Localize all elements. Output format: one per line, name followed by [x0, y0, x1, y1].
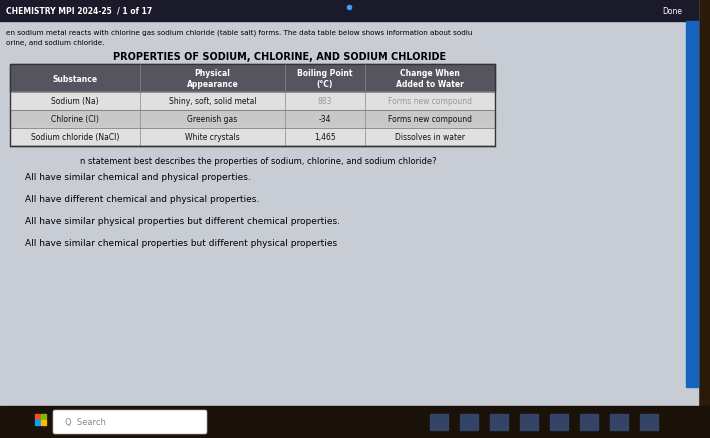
Bar — [41, 414, 46, 419]
Text: Forms new compound: Forms new compound — [388, 97, 472, 106]
Text: Shiny, soft, solid metal: Shiny, soft, solid metal — [169, 97, 256, 106]
Text: Change When
Added to Water: Change When Added to Water — [396, 69, 464, 88]
Text: Dissolves in water: Dissolves in water — [395, 133, 465, 142]
Bar — [35, 414, 40, 419]
Text: Physical
Appearance: Physical Appearance — [187, 69, 239, 88]
Text: Sodium chloride (NaCl): Sodium chloride (NaCl) — [31, 133, 119, 142]
FancyBboxPatch shape — [53, 410, 207, 434]
Bar — [490, 414, 508, 430]
Bar — [430, 414, 448, 430]
Text: All have similar chemical properties but different physical properties: All have similar chemical properties but… — [25, 238, 337, 247]
Text: All have similar chemical and physical properties.: All have similar chemical and physical p… — [25, 173, 251, 182]
Bar — [10, 93, 495, 111]
Text: All have similar physical properties but different chemical properties.: All have similar physical properties but… — [25, 216, 340, 226]
Bar — [0, 406, 710, 438]
Text: n statement best describes the properties of sodium, chlorine, and sodium chlori: n statement best describes the propertie… — [80, 157, 437, 166]
Bar — [520, 414, 538, 430]
Bar — [580, 414, 598, 430]
Bar — [460, 414, 478, 430]
Text: Sodium (Na): Sodium (Na) — [51, 97, 99, 106]
Bar — [10, 111, 495, 129]
Bar — [550, 414, 568, 430]
Bar — [610, 414, 628, 430]
Bar — [10, 65, 495, 147]
Text: Boiling Point
(°C): Boiling Point (°C) — [297, 69, 353, 88]
Bar — [35, 420, 40, 425]
Text: Done: Done — [662, 7, 682, 15]
Text: Greenish gas: Greenish gas — [187, 115, 238, 124]
Text: Q  Search: Q Search — [65, 417, 106, 427]
Bar — [640, 414, 658, 430]
Text: Chlorine (Cl): Chlorine (Cl) — [51, 115, 99, 124]
Text: White crystals: White crystals — [185, 133, 240, 142]
Text: PROPERTIES OF SODIUM, CHLORINE, AND SODIUM CHLORIDE: PROPERTIES OF SODIUM, CHLORINE, AND SODI… — [114, 52, 447, 62]
Text: orine, and sodium chloride.: orine, and sodium chloride. — [6, 40, 104, 46]
Bar — [686, 22, 698, 387]
Text: en sodium metal reacts with chlorine gas sodium chloride (table salt) forms. The: en sodium metal reacts with chlorine gas… — [6, 30, 472, 36]
Bar — [10, 129, 495, 147]
Bar — [10, 65, 495, 93]
Text: Forms new compound: Forms new compound — [388, 115, 472, 124]
Text: All have different chemical and physical properties.: All have different chemical and physical… — [25, 194, 259, 204]
Bar — [41, 420, 46, 425]
Text: -34: -34 — [319, 115, 332, 124]
Text: CHEMISTRY MPI 2024-25  / 1 of 17: CHEMISTRY MPI 2024-25 / 1 of 17 — [6, 7, 152, 15]
Bar — [0, 0, 698, 22]
Text: 1,465: 1,465 — [314, 133, 336, 142]
Text: 883: 883 — [318, 97, 332, 106]
Text: Substance: Substance — [53, 74, 97, 83]
